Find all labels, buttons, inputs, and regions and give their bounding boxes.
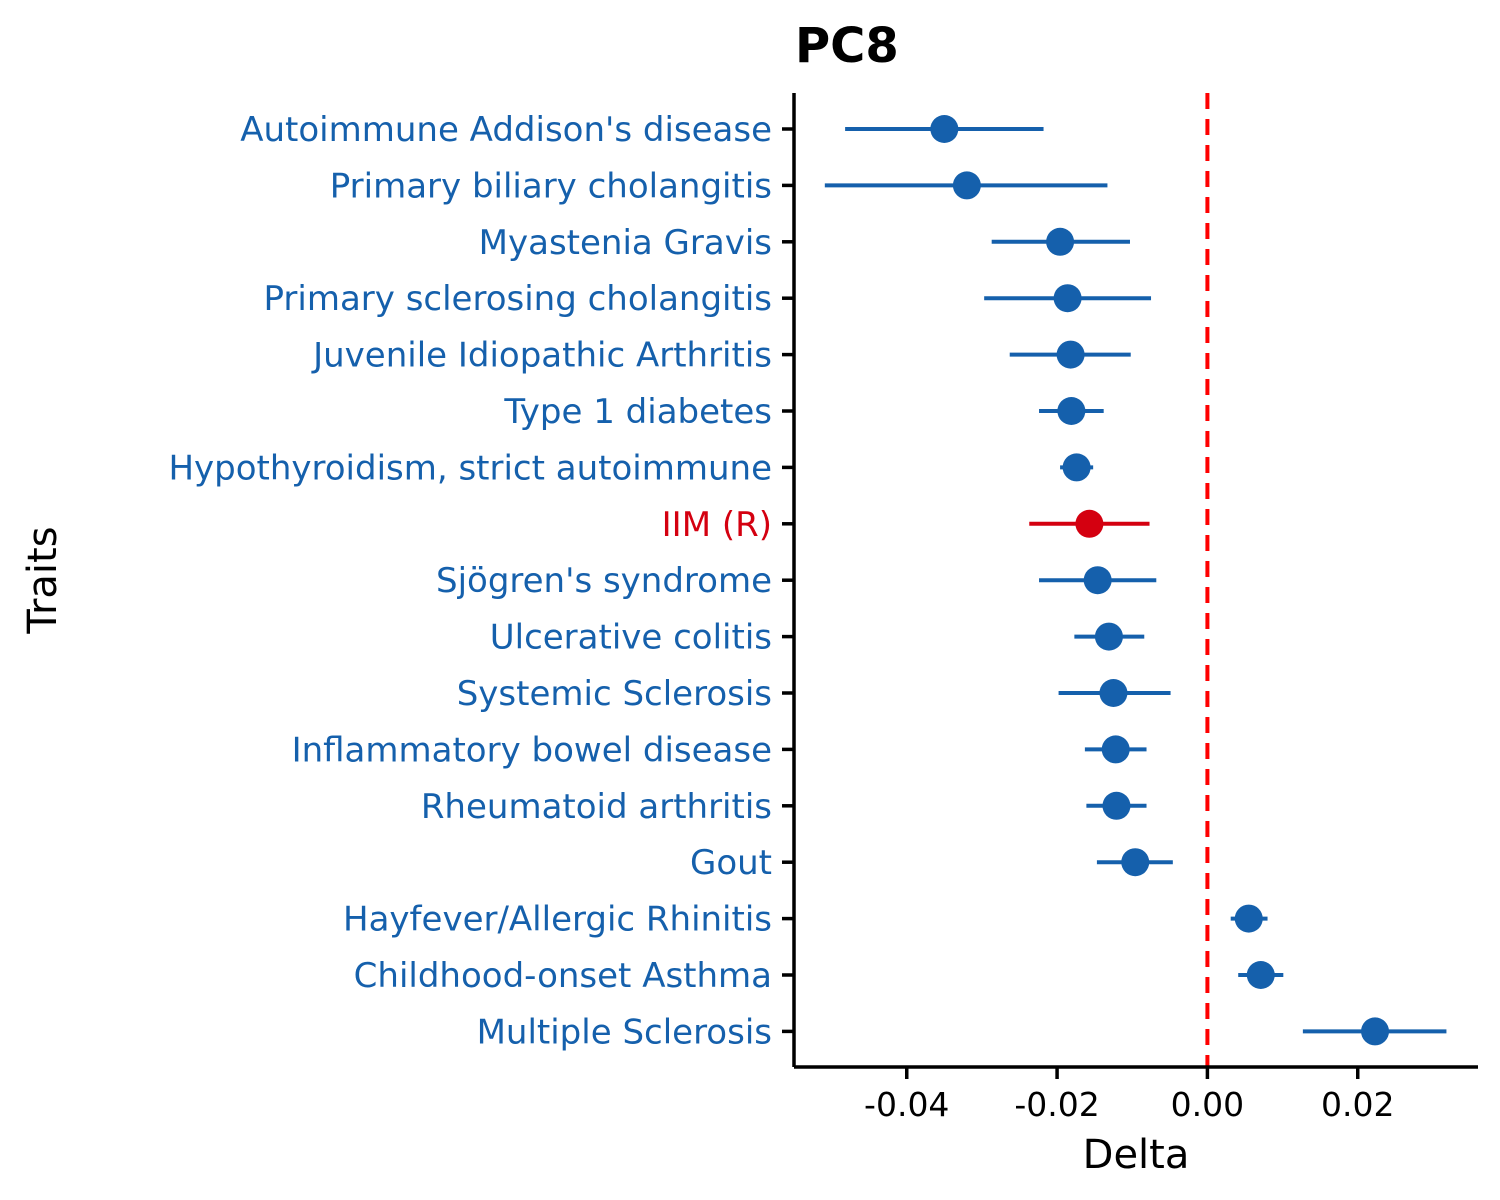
- trait-row: Childhood-onset Asthma: [354, 956, 1284, 996]
- trait-row: Systemic Sclerosis: [457, 674, 1171, 714]
- x-axis-title: Delta: [1083, 1132, 1190, 1178]
- estimate-point: [1094, 622, 1123, 651]
- estimate-point: [1053, 284, 1082, 313]
- trait-label: Juvenile Idiopathic Arthritis: [311, 336, 772, 376]
- estimate-point: [1075, 509, 1104, 538]
- x-tick-label: 0.00: [1171, 1085, 1244, 1124]
- trait-label: Sjögren's syndrome: [436, 561, 772, 601]
- estimate-point: [1234, 904, 1263, 933]
- x-tick-label: 0.02: [1321, 1085, 1394, 1124]
- estimate-point: [1102, 791, 1131, 820]
- trait-row: Ulcerative colitis: [490, 618, 1145, 658]
- trait-label: Childhood-onset Asthma: [354, 956, 772, 996]
- trait-label: Rheumatoid arthritis: [421, 787, 772, 827]
- trait-row: Juvenile Idiopathic Arthritis: [311, 336, 1131, 376]
- trait-row: Primary biliary cholangitis: [330, 166, 1108, 206]
- trait-row: IIM (R): [662, 505, 1150, 545]
- trait-row: Multiple Sclerosis: [477, 1012, 1447, 1052]
- x-tick-label: -0.04: [864, 1085, 949, 1124]
- trait-row: Inflammatory bowel disease: [292, 730, 1147, 770]
- trait-rows: Autoimmune Addison's disease Primary bili…: [168, 110, 1447, 1052]
- trait-label: Gout: [690, 843, 772, 883]
- estimate-point: [1083, 566, 1112, 595]
- estimate-point: [1099, 679, 1128, 707]
- trait-row: Autoimmune Addison's disease: [240, 110, 1044, 150]
- estimate-point: [1056, 340, 1085, 369]
- estimate-point: [1121, 848, 1150, 877]
- trait-row: Myastenia Gravis: [479, 223, 1130, 263]
- estimate-point: [1101, 735, 1130, 764]
- estimate-point: [952, 171, 981, 200]
- trait-label: Autoimmune Addison's disease: [240, 110, 772, 150]
- estimate-point: [1361, 1017, 1390, 1046]
- estimate-point: [1046, 227, 1075, 256]
- estimate-point: [930, 115, 959, 143]
- trait-row: Gout: [690, 843, 1173, 883]
- x-tick-label: -0.02: [1014, 1085, 1099, 1124]
- estimate-point: [1062, 453, 1091, 482]
- trait-label: Myastenia Gravis: [479, 223, 772, 263]
- trait-label: IIM (R): [662, 505, 772, 545]
- trait-label: Inflammatory bowel disease: [292, 730, 772, 770]
- trait-row: Sjögren's syndrome: [436, 561, 1157, 601]
- trait-label: Primary sclerosing cholangitis: [264, 279, 773, 319]
- trait-label: Systemic Sclerosis: [457, 674, 772, 714]
- trait-label: Hypothyroidism, strict autoimmune: [168, 448, 772, 488]
- trait-label: Ulcerative colitis: [490, 618, 772, 658]
- trait-label: Multiple Sclerosis: [477, 1012, 772, 1052]
- trait-row: Primary sclerosing cholangitis: [264, 279, 1152, 319]
- estimate-point: [1057, 397, 1086, 425]
- chart-title: PC8: [795, 18, 899, 74]
- trait-row: Rheumatoid arthritis: [421, 787, 1147, 827]
- estimate-point: [1246, 961, 1275, 989]
- trait-row: Type 1 diabetes: [503, 392, 1104, 432]
- x-axis-ticks: -0.04 -0.02 0.00 0.02: [864, 1067, 1394, 1124]
- y-axis-title: Traits: [20, 526, 66, 634]
- trait-row: Hayfever/Allergic Rhinitis: [343, 900, 1268, 940]
- trait-label: Hayfever/Allergic Rhinitis: [343, 900, 772, 940]
- trait-label: Primary biliary cholangitis: [330, 166, 772, 206]
- trait-row: Hypothyroidism, strict autoimmune: [168, 448, 1094, 488]
- trait-label: Type 1 diabetes: [503, 392, 772, 432]
